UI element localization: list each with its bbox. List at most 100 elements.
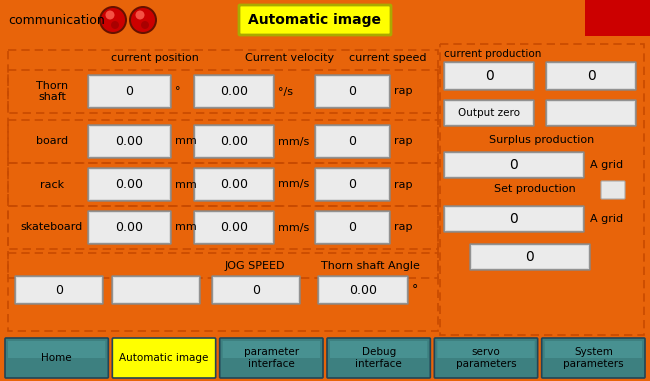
Text: mm/s: mm/s [278, 136, 309, 147]
Bar [8, 206, 438, 249]
Text: mm/s: mm/s [278, 179, 309, 189]
Text: mm/s: mm/s [278, 223, 309, 232]
FancyBboxPatch shape [213, 277, 299, 303]
Text: °/s: °/s [278, 86, 293, 96]
FancyBboxPatch shape [546, 100, 636, 126]
FancyBboxPatch shape [471, 245, 589, 269]
FancyBboxPatch shape [330, 341, 427, 358]
FancyBboxPatch shape [446, 64, 532, 88]
FancyBboxPatch shape [214, 278, 298, 302]
Text: board: board [36, 136, 68, 147]
FancyBboxPatch shape [88, 211, 171, 244]
FancyBboxPatch shape [195, 76, 273, 107]
FancyBboxPatch shape [90, 127, 169, 156]
FancyBboxPatch shape [16, 277, 102, 303]
Bar [8, 253, 438, 331]
FancyBboxPatch shape [194, 168, 274, 201]
Bar [8, 163, 438, 206]
FancyBboxPatch shape [446, 102, 532, 124]
FancyBboxPatch shape [195, 126, 273, 157]
Circle shape [99, 6, 127, 34]
Text: 0.00: 0.00 [116, 178, 144, 191]
Text: 0: 0 [586, 69, 595, 83]
Text: System
parameters: System parameters [563, 347, 623, 369]
FancyBboxPatch shape [318, 276, 408, 304]
FancyBboxPatch shape [319, 277, 407, 303]
Bar [8, 70, 438, 113]
Text: rack: rack [40, 179, 64, 189]
FancyBboxPatch shape [212, 276, 300, 304]
Text: current speed: current speed [349, 53, 427, 63]
Circle shape [105, 11, 114, 19]
FancyBboxPatch shape [194, 75, 274, 108]
Text: 0: 0 [125, 85, 133, 98]
FancyBboxPatch shape [316, 212, 389, 243]
Text: rap: rap [394, 223, 413, 232]
Text: 0.00: 0.00 [116, 135, 144, 148]
FancyBboxPatch shape [548, 102, 634, 124]
Text: 0: 0 [348, 178, 356, 191]
Circle shape [141, 21, 149, 29]
Text: 0.00: 0.00 [349, 283, 377, 296]
FancyBboxPatch shape [88, 75, 171, 108]
Bar [8, 120, 438, 163]
FancyBboxPatch shape [15, 276, 103, 304]
FancyBboxPatch shape [444, 100, 534, 126]
FancyBboxPatch shape [541, 338, 645, 378]
FancyBboxPatch shape [545, 341, 642, 358]
FancyBboxPatch shape [446, 154, 582, 176]
Text: 0: 0 [485, 69, 493, 83]
Text: 0: 0 [348, 221, 356, 234]
FancyBboxPatch shape [114, 278, 198, 302]
FancyBboxPatch shape [472, 246, 588, 268]
FancyBboxPatch shape [315, 125, 390, 158]
FancyBboxPatch shape [316, 126, 389, 157]
Text: 0: 0 [348, 85, 356, 98]
FancyBboxPatch shape [444, 206, 584, 232]
Text: A grid: A grid [590, 214, 623, 224]
Circle shape [111, 21, 119, 29]
FancyBboxPatch shape [89, 169, 170, 200]
FancyBboxPatch shape [112, 276, 200, 304]
Text: current position: current position [111, 53, 199, 63]
FancyBboxPatch shape [194, 125, 274, 158]
FancyBboxPatch shape [315, 75, 390, 108]
FancyBboxPatch shape [445, 207, 583, 231]
FancyBboxPatch shape [90, 213, 169, 242]
FancyBboxPatch shape [327, 338, 430, 378]
FancyBboxPatch shape [112, 338, 216, 378]
FancyBboxPatch shape [220, 338, 323, 378]
FancyBboxPatch shape [195, 169, 273, 200]
Text: 0.00: 0.00 [220, 135, 248, 148]
Text: 0.00: 0.00 [220, 85, 248, 98]
Text: °: ° [412, 283, 419, 296]
Bar [585, 0, 650, 36]
Text: current production: current production [444, 49, 541, 59]
FancyBboxPatch shape [434, 338, 538, 378]
FancyBboxPatch shape [194, 211, 274, 244]
Text: 0: 0 [510, 158, 519, 172]
Text: skateboard: skateboard [21, 223, 83, 232]
FancyBboxPatch shape [223, 341, 320, 358]
FancyBboxPatch shape [239, 5, 391, 35]
FancyBboxPatch shape [546, 62, 636, 90]
FancyBboxPatch shape [316, 169, 389, 200]
FancyBboxPatch shape [315, 211, 390, 244]
FancyBboxPatch shape [5, 338, 109, 378]
Text: communication: communication [8, 13, 105, 27]
FancyBboxPatch shape [446, 208, 582, 230]
FancyBboxPatch shape [89, 212, 170, 243]
FancyBboxPatch shape [444, 152, 584, 178]
Text: rap: rap [394, 136, 413, 147]
FancyBboxPatch shape [315, 168, 390, 201]
FancyBboxPatch shape [90, 170, 169, 199]
Text: 0.00: 0.00 [116, 221, 144, 234]
Text: rap: rap [394, 86, 413, 96]
Circle shape [135, 11, 144, 19]
Text: Automatic image: Automatic image [120, 353, 209, 363]
FancyBboxPatch shape [89, 126, 170, 157]
Text: mm: mm [175, 136, 197, 147]
Text: Set production: Set production [494, 184, 576, 194]
FancyBboxPatch shape [548, 64, 634, 88]
Text: Output zero: Output zero [458, 108, 520, 118]
